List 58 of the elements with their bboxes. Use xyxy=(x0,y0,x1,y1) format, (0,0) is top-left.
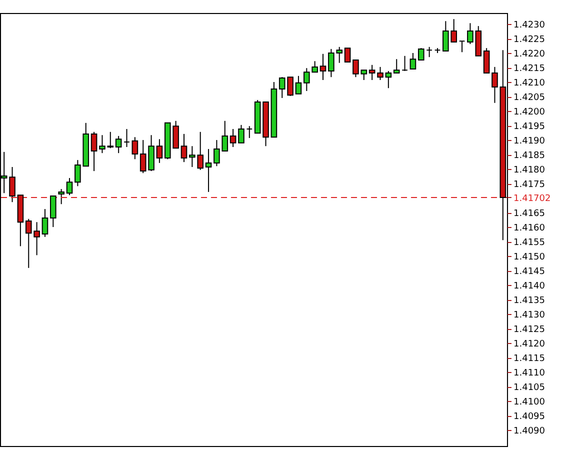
candlestick xyxy=(368,64,376,80)
candlestick xyxy=(385,70,392,89)
y-tick-label: 1.4165 xyxy=(514,209,545,220)
y-tick-label: 1.4150 xyxy=(514,252,546,263)
y-tick-label: 1.4195 xyxy=(514,122,545,132)
y-tick-label: 1.4220 xyxy=(514,50,546,60)
y-tick-label: 1.4210 xyxy=(514,78,546,89)
y-tick-label: 1.4110 xyxy=(514,368,546,379)
candlestick xyxy=(205,148,212,192)
candlestick xyxy=(377,66,384,80)
y-tick-label: 1.4160 xyxy=(514,224,546,234)
y-tick-label: 1.4120 xyxy=(514,340,546,350)
y-tick-label: 1.4145 xyxy=(514,267,545,278)
ref-line-label: 1.41702 xyxy=(514,194,551,204)
candlestick xyxy=(246,126,253,138)
candlestick xyxy=(426,46,432,58)
y-tick-label: 1.4135 xyxy=(514,296,545,306)
y-tick-label: 1.4090 xyxy=(514,426,546,437)
candlestick xyxy=(402,55,408,72)
candlestick xyxy=(320,53,326,80)
candlestick xyxy=(66,178,73,196)
candlestick xyxy=(483,48,490,74)
candlestick xyxy=(418,48,424,60)
y-tick-label: 1.4185 xyxy=(514,151,545,162)
candlestick xyxy=(230,128,236,148)
candlestick xyxy=(492,66,498,104)
candlestick xyxy=(180,133,188,163)
y-tick-label: 1.4180 xyxy=(514,166,546,176)
y-tick-label: 1.4095 xyxy=(514,412,545,422)
y-tick-label: 1.4190 xyxy=(514,136,546,147)
candlestick xyxy=(115,135,122,154)
candlestick xyxy=(58,188,64,205)
candlestick xyxy=(238,124,244,144)
candlestick xyxy=(90,131,98,172)
candlestick xyxy=(393,58,400,74)
y-tick-label: 1.4230 xyxy=(514,20,546,31)
y-tick-label: 1.4200 xyxy=(514,108,546,118)
y-tick-label: 1.4140 xyxy=(514,282,546,292)
candlestick xyxy=(295,75,302,94)
candlestick xyxy=(9,166,16,203)
y-tick-label: 1.4115 xyxy=(514,354,545,364)
candlestick xyxy=(458,40,466,53)
y-tick-label: 1.4125 xyxy=(514,325,545,336)
y-tick-label: 1.4100 xyxy=(514,398,546,408)
candlestick xyxy=(132,136,138,160)
candlestick xyxy=(410,52,416,70)
y-tick-label: 1.4155 xyxy=(514,238,545,248)
y-tick-label: 1.4175 xyxy=(514,180,545,190)
y-tick-label: 1.4105 xyxy=(514,383,545,394)
candlestick xyxy=(124,128,130,148)
y-tick-label: 1.4225 xyxy=(514,35,545,46)
y-tick-label: 1.4205 xyxy=(514,93,545,104)
y-tick-label: 1.4215 xyxy=(514,64,545,74)
candlestick xyxy=(156,138,163,164)
candlestick xyxy=(50,196,56,228)
candlestick xyxy=(344,48,351,63)
y-tick-label: 1.4130 xyxy=(514,310,546,321)
candlestick xyxy=(42,208,48,238)
